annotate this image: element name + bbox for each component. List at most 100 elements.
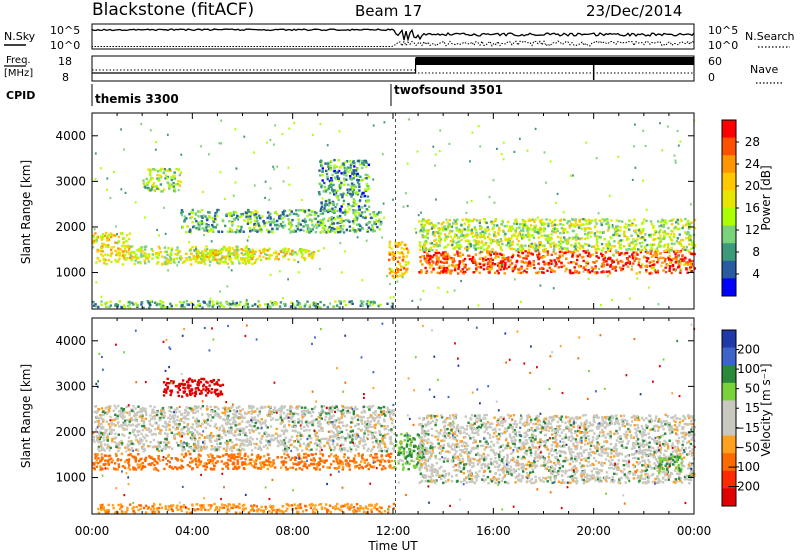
velocity-cell <box>127 466 130 470</box>
power-cell <box>117 247 120 250</box>
power-cell <box>508 246 511 249</box>
velocity-cell <box>246 455 250 458</box>
power-cell <box>194 245 198 249</box>
power-cell <box>458 228 461 231</box>
velocity-cell <box>213 457 216 460</box>
power-noise-cell <box>382 202 385 205</box>
power-cell <box>689 252 693 255</box>
power-cell <box>502 267 506 271</box>
power-cell <box>144 254 147 258</box>
power-cell <box>200 259 204 263</box>
power-cell <box>226 255 229 258</box>
power-cell <box>347 183 350 186</box>
power-cell <box>366 174 369 177</box>
power-cell <box>359 299 363 303</box>
power-cell <box>558 255 561 259</box>
power-cell <box>468 218 471 222</box>
power-noise-cell <box>383 216 385 219</box>
power-cell <box>92 235 95 239</box>
power-cell <box>478 221 481 225</box>
power-cell <box>389 270 393 273</box>
power-cell <box>333 191 336 194</box>
power-cell <box>641 248 644 252</box>
power-cell <box>483 248 486 251</box>
power-cell <box>602 264 605 268</box>
power-cell <box>450 256 453 260</box>
power-cell <box>306 224 309 227</box>
velocity-cell <box>201 447 204 450</box>
power-cell <box>631 255 635 258</box>
power-noise-cell <box>469 160 471 163</box>
power-cell <box>626 257 629 261</box>
power-cell <box>339 187 342 190</box>
power-cell <box>507 241 510 245</box>
power-cell <box>215 210 219 214</box>
power-cell <box>127 305 130 308</box>
velocity-cell <box>114 452 118 455</box>
power-noise-cell <box>657 303 660 306</box>
power-cell <box>235 255 239 258</box>
velocity-cell <box>335 460 339 463</box>
power-cell <box>474 253 478 256</box>
velocity-cell <box>182 431 185 435</box>
power-cell <box>517 271 520 274</box>
power-cell <box>642 256 646 259</box>
power-cell <box>663 234 666 237</box>
power-cell <box>424 259 428 263</box>
velocity-cell <box>298 467 301 470</box>
power-cell <box>441 226 444 229</box>
power-cell <box>494 218 498 221</box>
velocity-cell <box>153 417 156 421</box>
power-cell <box>591 267 595 271</box>
velocity-cell <box>207 413 211 416</box>
power-cell <box>145 257 148 260</box>
power-noise-cell <box>319 267 321 270</box>
power-cell <box>635 251 638 254</box>
power-cell <box>356 217 359 220</box>
power-cell <box>445 271 448 274</box>
velocity-cell <box>321 454 325 457</box>
power-cell <box>363 194 367 198</box>
power-cell <box>229 256 233 260</box>
velocity-cell <box>357 427 360 431</box>
power-cell <box>336 171 339 174</box>
power-cell <box>284 304 287 307</box>
power-cell <box>673 242 676 245</box>
velocity-cell <box>245 421 249 424</box>
power-noise-cell <box>471 131 474 134</box>
velocity-cell <box>376 459 379 462</box>
power-cell <box>633 218 636 221</box>
power-cell <box>310 219 313 222</box>
power-cell <box>659 224 663 227</box>
power-cell <box>621 220 624 223</box>
power-noise-cell <box>477 304 480 307</box>
power-cell <box>681 239 685 242</box>
power-cell <box>157 260 160 264</box>
power-cell <box>160 306 163 309</box>
power-cell <box>494 256 497 260</box>
power-cell <box>464 218 468 221</box>
velocity-cell <box>172 381 175 385</box>
power-cell <box>295 212 298 216</box>
power-cell <box>514 229 517 232</box>
velocity-cell <box>217 392 220 395</box>
power-cell <box>445 259 449 262</box>
power-cell <box>261 248 265 251</box>
velocity-cell <box>369 420 372 423</box>
power-cell <box>147 300 150 304</box>
power-cell <box>423 246 426 249</box>
power-cell <box>333 167 336 170</box>
power-cell <box>641 241 644 244</box>
power-cell <box>693 267 696 270</box>
power-cell <box>214 218 217 222</box>
power-cell <box>101 233 105 236</box>
power-cell <box>448 270 451 274</box>
power-noise-cell <box>420 211 422 214</box>
power-cell <box>650 266 653 270</box>
power-cell <box>448 255 451 258</box>
power-cell <box>500 240 503 243</box>
power-noise-cell <box>264 180 267 183</box>
power-cell <box>470 258 474 261</box>
power-cell <box>392 270 395 273</box>
power-cell <box>662 256 665 260</box>
